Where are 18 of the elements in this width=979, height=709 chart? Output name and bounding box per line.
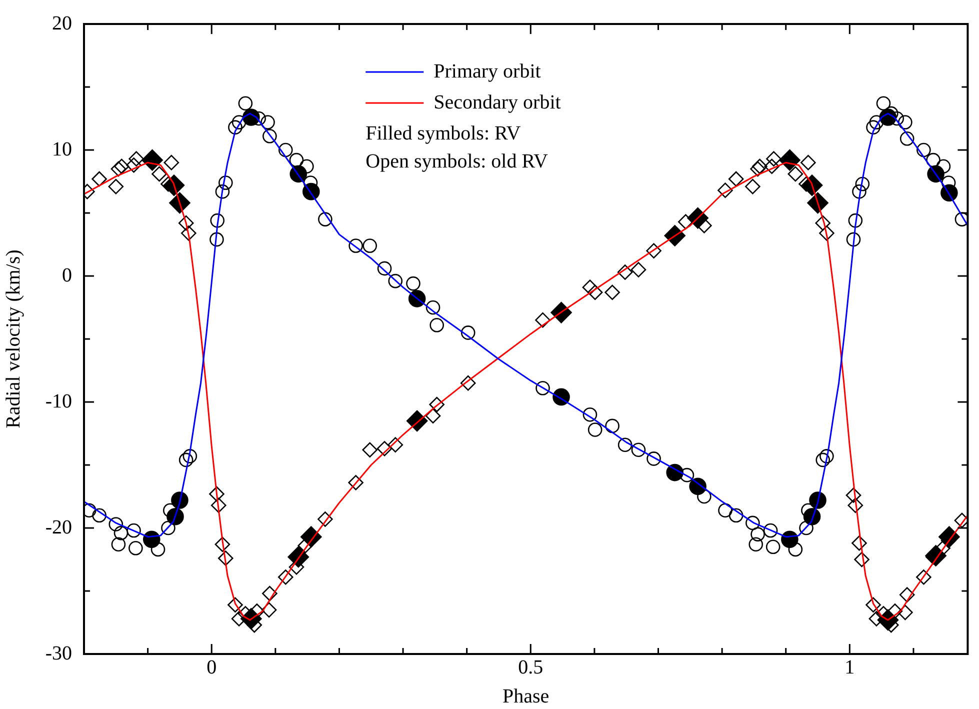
point [779, 149, 800, 171]
x-tick-label: 0 [206, 656, 217, 678]
y-tick-label: -30 [45, 642, 72, 664]
annotation: Filled symbols: RV [366, 122, 522, 144]
y-tick-label: -10 [45, 390, 72, 412]
y-axis-title: Radial velocity (km/s) [2, 250, 24, 428]
y-tick-label: 0 [62, 264, 72, 286]
legend-label: Secondary orbit [434, 91, 562, 114]
legend-label: Primary orbit [434, 60, 542, 82]
point [687, 207, 708, 229]
x-tick-label: 0.5 [518, 656, 544, 678]
y-tick-label: -20 [45, 516, 72, 538]
y-tick-label: 10 [52, 138, 72, 160]
x-axis-title: Phase [502, 685, 550, 708]
x-tick-label: 1 [844, 656, 855, 678]
point [142, 149, 163, 171]
annotation: Open symbols: old RV [366, 150, 548, 172]
y-tick-label: 20 [52, 12, 72, 34]
